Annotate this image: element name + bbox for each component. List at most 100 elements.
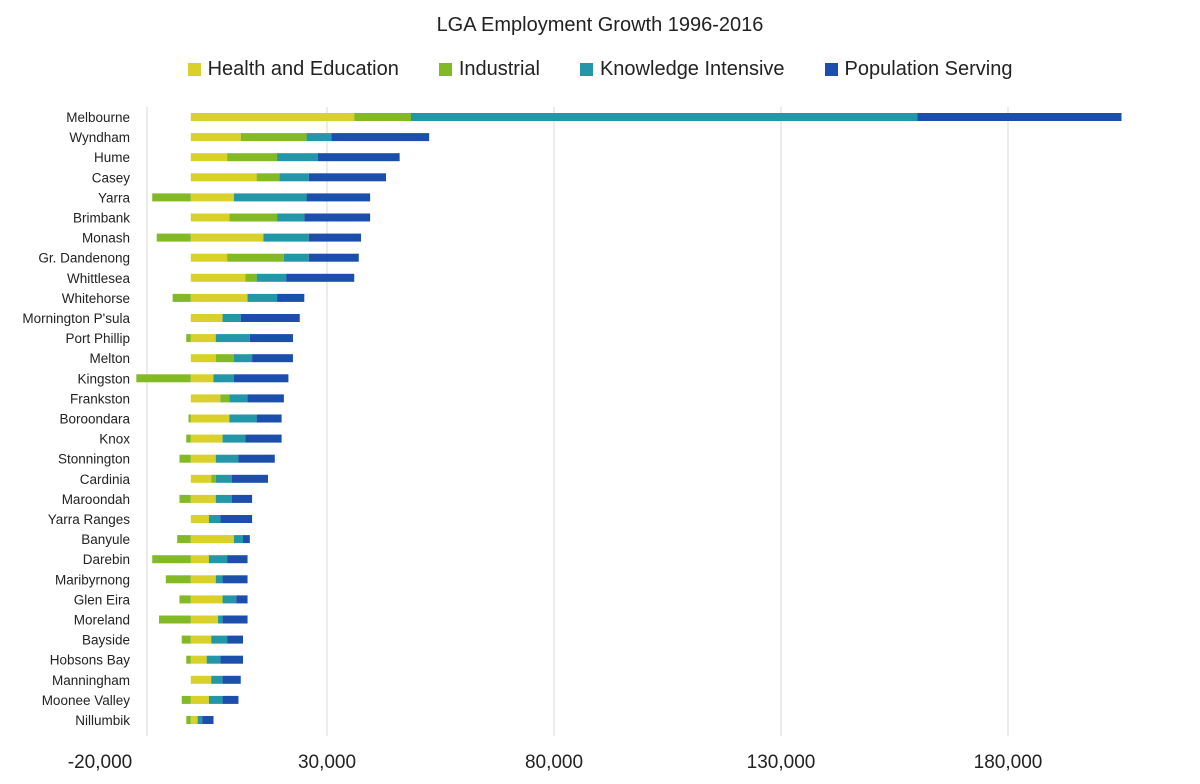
bar-segment <box>215 354 234 363</box>
bar-segment <box>308 233 362 242</box>
bar-segment <box>252 354 293 363</box>
x-tick-label: 130,000 <box>747 752 816 773</box>
category-label: Hume <box>94 150 130 165</box>
bar-segment <box>215 334 250 343</box>
bar-segment <box>177 535 191 544</box>
bar-segment <box>218 615 223 624</box>
bar-segment <box>208 555 228 564</box>
bar-segment <box>181 695 191 704</box>
bar-segment <box>215 474 232 483</box>
legend-item-industrial: Industrial <box>438 58 540 81</box>
bar-segment <box>277 153 318 162</box>
bar-segment <box>247 293 278 302</box>
bar-segment <box>190 113 355 121</box>
bar-segment <box>152 193 191 202</box>
bar-segment <box>227 253 284 262</box>
bar-segment <box>222 675 241 684</box>
bar-segment <box>245 273 257 282</box>
bar-segment <box>190 675 212 684</box>
bar-segment <box>152 555 191 564</box>
category-label: Knox <box>99 432 130 447</box>
bar-segment <box>190 434 223 443</box>
legend-label-knowledge-intensive: Knowledge Intensive <box>599 58 785 80</box>
category-label: Whittlesea <box>67 271 131 286</box>
bar-segment <box>211 474 216 483</box>
category-label: Maroondah <box>62 492 130 507</box>
bar-segment <box>190 575 216 584</box>
legend-swatch-population-serving <box>824 63 838 76</box>
bar-segment <box>306 193 371 202</box>
bar-segment <box>263 233 309 242</box>
bar-segment <box>190 374 214 383</box>
bar-segment <box>227 555 248 564</box>
bar-segment <box>917 113 1122 121</box>
legend-swatch-health-education <box>187 63 201 76</box>
bar-segment <box>256 173 280 182</box>
bar-segment <box>249 334 293 343</box>
bar-segment <box>190 133 241 142</box>
bar-segment <box>247 394 284 403</box>
bar-segment <box>220 655 244 664</box>
category-label: Casey <box>92 170 131 185</box>
bar-segment <box>159 615 191 624</box>
bar-segment <box>220 394 230 403</box>
bar-segment <box>190 615 219 624</box>
bar-segment <box>190 193 234 202</box>
bar-segment <box>229 213 278 222</box>
bar-segment <box>229 394 248 403</box>
bar-segment <box>283 253 309 262</box>
bar-segment <box>186 334 191 343</box>
bar-segment <box>222 695 239 704</box>
bar-segment <box>190 655 207 664</box>
bar-segment <box>190 595 223 604</box>
bar-segment <box>190 535 234 544</box>
bar-segment <box>179 595 191 604</box>
legend: Health and Education Industrial Knowledg… <box>0 58 1200 81</box>
bar-segment <box>211 635 228 644</box>
legend-label-industrial: Industrial <box>458 58 540 80</box>
bar-segment <box>256 414 282 423</box>
category-label: Moreland <box>74 613 130 628</box>
bar-segment <box>179 454 191 463</box>
bar-segment <box>304 213 371 222</box>
bar-segment <box>213 374 234 383</box>
category-label: Melbourne <box>66 110 130 125</box>
bar-segment <box>240 314 300 322</box>
bar-segment <box>236 595 248 604</box>
bar-segment <box>190 173 257 182</box>
bar-segment <box>245 434 282 443</box>
legend-swatch-knowledge-intensive <box>579 63 593 76</box>
bar-segment <box>165 575 191 584</box>
bar-segment <box>181 635 191 644</box>
bar-segment <box>190 293 248 302</box>
category-label: Mornington P'sula <box>22 311 130 326</box>
x-tick-label: -20,000 <box>68 752 132 773</box>
bar-segment <box>215 454 239 463</box>
legend-item-knowledge-intensive: Knowledge Intensive <box>579 58 785 81</box>
bar-segment <box>215 494 232 503</box>
legend-label-health-education: Health and Education <box>207 58 399 80</box>
bar-segment <box>190 334 216 343</box>
category-label: Banyule <box>81 532 130 547</box>
bar-segment <box>190 153 228 162</box>
category-label: Darebin <box>83 552 130 567</box>
category-label: Monash <box>82 231 130 246</box>
category-label: Whitehorse <box>62 291 130 306</box>
bar-segment <box>233 535 244 544</box>
bar-segment <box>222 434 246 443</box>
bar-segment <box>410 113 918 121</box>
category-label: Glen Eira <box>74 592 131 607</box>
bar-segment <box>331 133 430 142</box>
category-label: Nillumbik <box>75 713 130 728</box>
bar-segment <box>136 374 191 383</box>
bar-segment <box>190 354 216 363</box>
bar-segment <box>243 535 250 544</box>
bar-segment <box>222 314 241 322</box>
bar-segment <box>227 635 244 644</box>
bar-segment <box>190 253 228 262</box>
bar-segment <box>186 655 191 664</box>
bar-segment <box>190 515 209 523</box>
legend-item-health-education: Health and Education <box>187 58 399 81</box>
bar-segment <box>211 675 223 684</box>
bar-segment <box>197 716 203 724</box>
